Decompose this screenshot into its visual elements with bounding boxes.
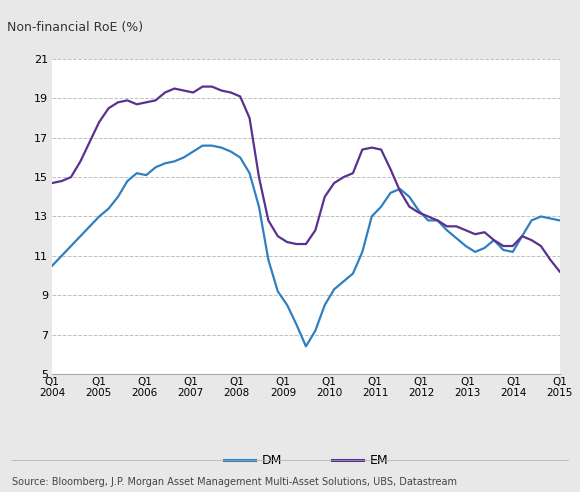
Legend: DM, EM: DM, EM: [219, 450, 393, 472]
Text: Source: Bloomberg, J.P. Morgan Asset Management Multi-Asset Solutions, UBS, Data: Source: Bloomberg, J.P. Morgan Asset Man…: [12, 477, 456, 487]
Text: Non-financial RoE (%): Non-financial RoE (%): [6, 21, 143, 34]
